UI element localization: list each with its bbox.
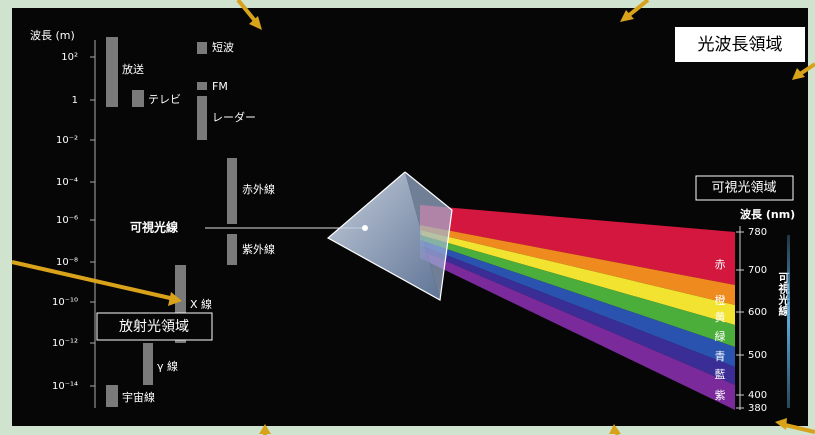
band-bar bbox=[143, 343, 153, 385]
band-label: X 線 bbox=[190, 297, 212, 311]
tick-label: 1 bbox=[72, 95, 78, 106]
synchrotron-label: 放射光領域 bbox=[119, 318, 189, 335]
tick-label: 400 bbox=[748, 390, 767, 401]
band-label: 紫外線 bbox=[242, 242, 275, 256]
color-name: 黄 bbox=[715, 310, 726, 324]
band-bar bbox=[227, 158, 237, 224]
tick-label: 10⁻¹⁴ bbox=[52, 381, 78, 392]
visible-bar bbox=[787, 235, 790, 408]
band-label: 放送 bbox=[122, 62, 144, 76]
band-label: 短波 bbox=[212, 40, 234, 54]
tick-label: 780 bbox=[748, 227, 767, 238]
band-bar bbox=[227, 234, 237, 265]
tick-label: 10⁻⁶ bbox=[56, 215, 78, 226]
band-bar bbox=[197, 82, 207, 90]
nm-ticks: 780 700 600 500 400 380 bbox=[736, 227, 767, 414]
label-box bbox=[96, 312, 213, 341]
spectrum-rays bbox=[420, 205, 735, 410]
color-name: 青 bbox=[715, 350, 726, 363]
tick-label: 10⁻¹⁰ bbox=[52, 297, 78, 308]
visible-region-title: 可視光領域 bbox=[711, 180, 776, 196]
tick-label: 380 bbox=[748, 403, 767, 414]
label-box bbox=[695, 175, 794, 201]
ticks: 10² 1 10⁻² 10⁻⁴ 10⁻⁶ 10⁻⁸ 10⁻¹⁰ 10⁻¹² 10… bbox=[52, 52, 95, 392]
band-bar bbox=[132, 90, 144, 107]
visible-light-label: 可視光線 bbox=[130, 220, 178, 235]
prism bbox=[326, 171, 453, 301]
band-label: FM bbox=[212, 80, 228, 93]
band-bar bbox=[197, 42, 207, 54]
color-name: 赤 bbox=[715, 258, 726, 271]
band-label: 赤外線 bbox=[242, 182, 275, 196]
band-label: 宇宙線 bbox=[122, 390, 155, 404]
arrows bbox=[11, 0, 815, 435]
color-name: 藍 bbox=[715, 368, 726, 381]
tick-label: 10⁻⁸ bbox=[56, 257, 78, 268]
title-box bbox=[675, 27, 805, 62]
tick-label: 10⁻⁴ bbox=[56, 177, 78, 188]
axis-label: 波長 (nm) bbox=[740, 207, 795, 221]
color-name: 緑 bbox=[715, 329, 726, 343]
tick-label: 600 bbox=[748, 307, 767, 318]
tick-label: 700 bbox=[748, 265, 767, 276]
band-label: レーダー bbox=[212, 110, 256, 124]
title: 光波長領域 bbox=[698, 35, 783, 55]
band-bar bbox=[106, 385, 118, 407]
band-bar bbox=[175, 265, 186, 343]
axis-label: 波長 (m) bbox=[30, 29, 75, 42]
color-names: 赤 橙 黄 緑 青 藍 紫 bbox=[715, 258, 726, 402]
tick-label: 500 bbox=[748, 350, 767, 361]
band-bar bbox=[197, 96, 207, 140]
band-label: γ 線 bbox=[157, 359, 178, 373]
tick-label: 10² bbox=[61, 52, 78, 63]
tick-label: 10⁻¹² bbox=[52, 338, 78, 349]
band-bar bbox=[106, 37, 118, 107]
color-name: 橙 bbox=[715, 293, 726, 307]
color-name: 紫 bbox=[715, 389, 726, 402]
tick-label: 10⁻² bbox=[56, 135, 78, 146]
band-label: テレビ bbox=[148, 93, 181, 106]
